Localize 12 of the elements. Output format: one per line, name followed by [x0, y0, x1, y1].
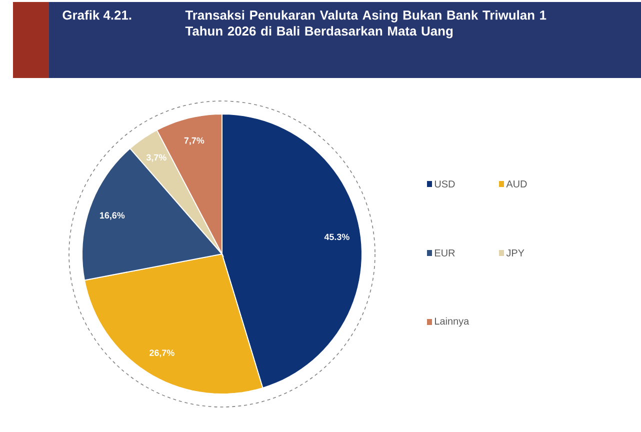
legend-label: USD — [434, 180, 455, 188]
data-label: 7,7% — [184, 137, 204, 145]
data-label: 26,7% — [150, 350, 174, 358]
legend-label: JPY — [506, 250, 524, 256]
data-label: 45.3% — [324, 234, 350, 240]
legend-label: EUR — [435, 250, 455, 256]
data-label: 16,6% — [100, 212, 125, 220]
data-label: 3,7% — [146, 154, 166, 162]
chart-title: Transaksi Penukaran Valuta Asing Bukan Bank Triwulan 1 Tahun 2026 di Bali Berdasarkan Mata Uang — [185, 10, 546, 38]
legend-label: Lainnya — [435, 317, 470, 327]
legend-label: AUD — [506, 180, 527, 188]
text: Grafik 4.21. — [62, 10, 132, 20]
